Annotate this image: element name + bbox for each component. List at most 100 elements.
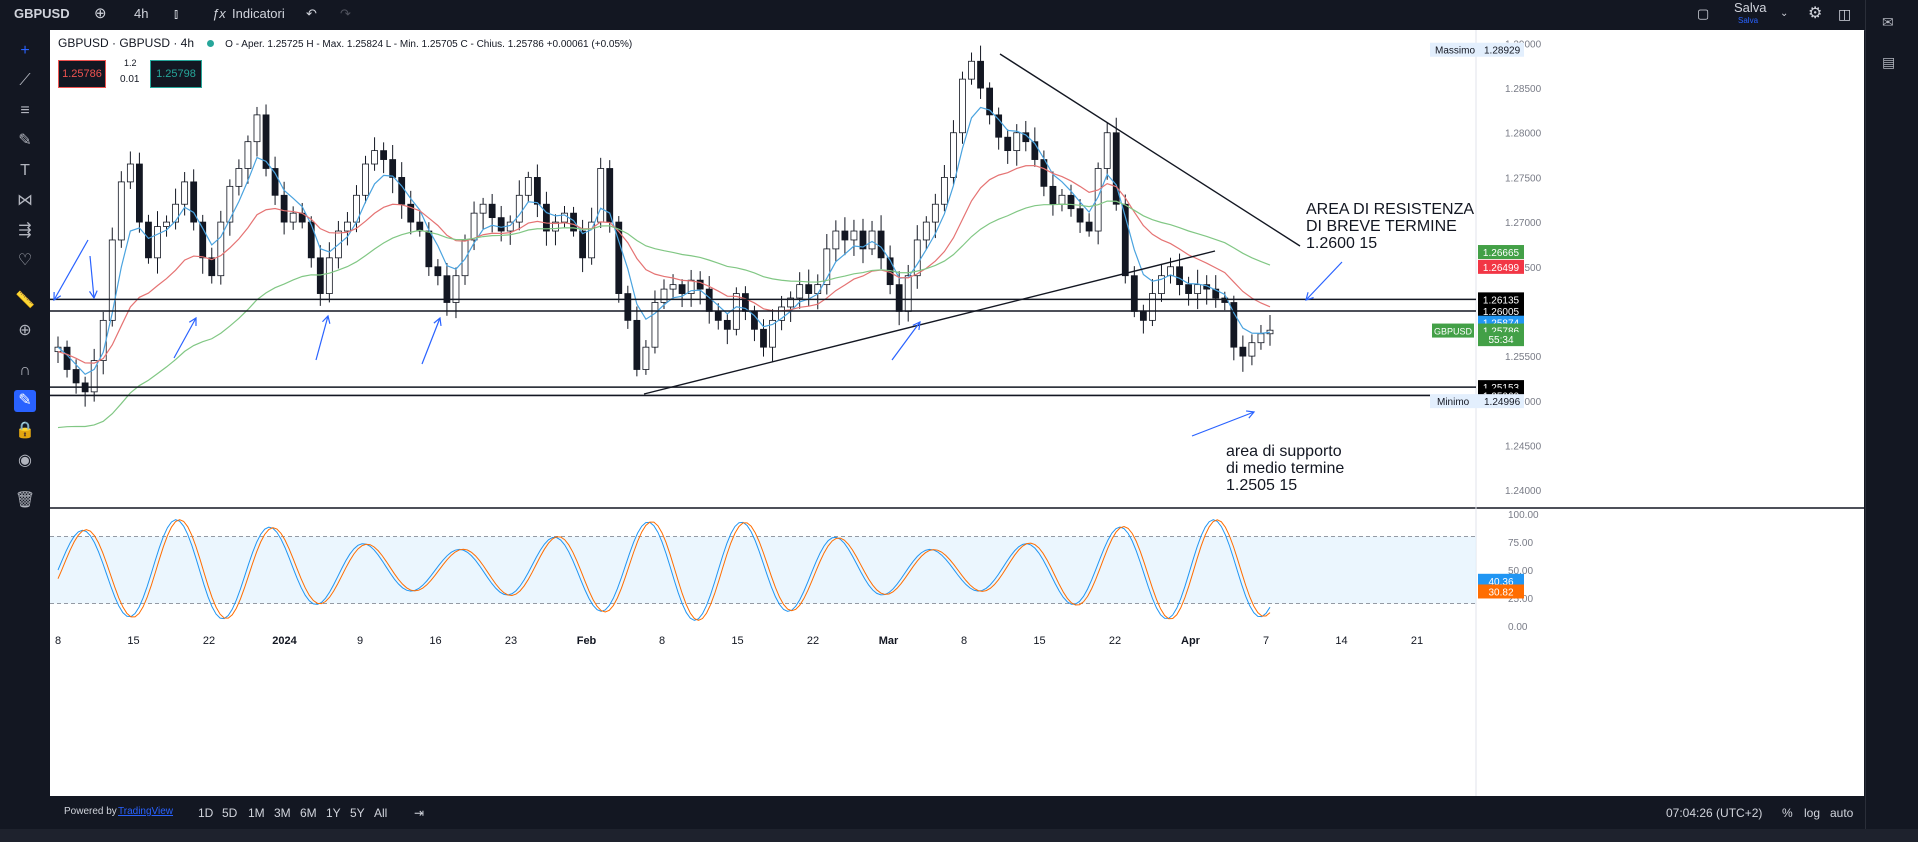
time-tick-label: 22 — [203, 635, 215, 647]
candle-body — [669, 284, 677, 290]
magnet-icon[interactable]: ∩ — [19, 362, 31, 379]
right-widgetbar: ✉ ▤ — [1865, 0, 1918, 842]
candle-body — [850, 230, 858, 241]
candle-body — [452, 275, 460, 303]
arrow-annotation — [315, 315, 329, 361]
candle-body — [959, 78, 966, 134]
range-1d[interactable]: 1D — [198, 806, 214, 820]
trendline-icon[interactable]: ⟋ — [19, 72, 31, 89]
add-symbol-icon[interactable]: ⊕ — [94, 5, 107, 22]
percent-toggle[interactable]: % — [1782, 806, 1793, 820]
time-tick-label: 8 — [961, 635, 967, 647]
range-5y[interactable]: 5Y — [350, 806, 365, 820]
candle-body — [588, 221, 596, 259]
legend-title[interactable]: GBPUSD · GBPUSD · 4h — [58, 36, 195, 50]
osc-value-label: 30.82 — [1488, 587, 1513, 598]
candle-body — [253, 114, 261, 143]
pattern-icon[interactable]: ⋈ — [17, 192, 33, 209]
resistance-annotation-line: DI BREVE TERMINE — [1306, 218, 1457, 235]
trash-icon[interactable]: 🗑 — [14, 492, 36, 509]
ruler-icon[interactable]: 📏 — [15, 292, 35, 309]
save-dropdown-icon[interactable]: ⌄ — [1780, 8, 1789, 19]
candle-body — [1031, 141, 1039, 160]
candle-body — [1266, 329, 1274, 335]
redo-icon[interactable]: ↷ — [340, 6, 351, 21]
time-tick-label: 2024 — [272, 635, 297, 647]
price-axis-label: 1.26499 — [1483, 263, 1520, 274]
arrow-annotation — [53, 239, 89, 301]
candle-body — [226, 185, 234, 223]
bottom-toolbar: Powered by TradingView 1D 5D 1M 3M 6M 1Y… — [50, 799, 1864, 829]
range-3m[interactable]: 3M — [274, 806, 291, 820]
time-tick-label: 14 — [1335, 635, 1347, 647]
arrow-head — [1305, 292, 1314, 301]
candle-body — [895, 284, 903, 312]
symbol-search[interactable]: GBPUSD — [14, 6, 70, 21]
zoom-icon[interactable]: ⊕ — [18, 322, 32, 339]
range-all[interactable]: All — [374, 806, 388, 820]
goto-date-icon[interactable]: ⇥ — [414, 806, 425, 820]
max-label: Massimo — [1435, 46, 1475, 57]
indicators-button[interactable]: Indicatori — [232, 6, 285, 21]
candle-body — [705, 288, 713, 312]
candle-body — [181, 181, 189, 205]
fib-icon[interactable]: ≡ — [20, 102, 30, 119]
candle-body — [154, 226, 161, 259]
price-tick-label: 1.24000 — [1505, 486, 1542, 497]
candle-body — [579, 230, 586, 259]
support-annotation-line: area di supporto — [1226, 443, 1342, 460]
brush-icon[interactable]: ✎ — [18, 132, 32, 149]
tradingview-link[interactable]: TradingView — [118, 806, 174, 817]
crosshair-icon[interactable]: + — [20, 42, 30, 59]
candle-body — [769, 319, 776, 348]
resistance-annotation-line: 1.2600 15 — [1306, 235, 1377, 252]
layout-icon[interactable]: ▢ — [1697, 6, 1710, 21]
arrow-head — [322, 314, 331, 324]
settings-icon[interactable]: ⚙ — [1808, 5, 1823, 22]
undo-icon[interactable]: ↶ — [306, 6, 317, 21]
log-toggle[interactable]: log — [1804, 806, 1821, 820]
ascending-trendline — [643, 250, 1216, 395]
candle-body — [425, 230, 433, 268]
ask-box[interactable]: 1.25798 — [150, 60, 202, 88]
mail-icon[interactable]: ✉ — [1882, 14, 1894, 30]
range-1y[interactable]: 1Y — [326, 806, 341, 820]
candle-body — [823, 248, 831, 286]
candle-body — [1212, 288, 1220, 299]
price-axis-label-bg — [1478, 303, 1524, 318]
text-icon[interactable]: T — [20, 162, 30, 179]
candle-body — [145, 221, 152, 259]
watchlist-icon[interactable]: ▤ — [1882, 54, 1896, 70]
osc-value-label: 40.36 — [1488, 577, 1513, 588]
chart-area[interactable]: AREA DI RESISTENZA DI BREVE TERMINE 1.2600… — [50, 30, 1864, 796]
clock[interactable]: 07:04:26 (UTC+2) — [1666, 806, 1763, 820]
lock-drawing-icon[interactable]: ✎ — [14, 390, 36, 412]
camera-icon[interactable]: ◫ — [1838, 6, 1852, 22]
candle-body — [244, 141, 252, 169]
osc-tick-label: 75.00 — [1508, 538, 1533, 549]
candle-body — [136, 163, 143, 223]
candle-body — [1257, 333, 1265, 344]
candle-body — [217, 221, 225, 277]
bid-box[interactable]: 1.25786 — [58, 60, 106, 88]
symbol-tag-bg — [1432, 323, 1474, 338]
price-tick-label: 1.28500 — [1505, 84, 1542, 95]
candle-body — [163, 221, 170, 227]
range-5d[interactable]: 5D — [222, 806, 238, 820]
favorites-icon[interactable]: ♡ — [17, 252, 33, 269]
indicators-icon[interactable]: ƒx — [212, 6, 226, 21]
chart-type-icon[interactable]: ⫾ — [174, 6, 179, 21]
candle-body — [714, 311, 722, 321]
range-1m[interactable]: 1M — [248, 806, 265, 820]
lock-icon[interactable]: 🔒 — [15, 422, 35, 439]
save-button[interactable]: Salva — [1734, 0, 1767, 15]
eye-icon[interactable]: ◉ — [18, 452, 32, 469]
interval-button[interactable]: 4h — [134, 6, 149, 21]
candle-body — [117, 181, 125, 241]
auto-toggle[interactable]: auto — [1830, 806, 1854, 820]
save-sublabel: Salva — [1738, 16, 1759, 25]
prediction-icon[interactable]: ⇶ — [18, 222, 32, 239]
range-6m[interactable]: 6M — [300, 806, 317, 820]
arrow-annotation — [173, 317, 197, 359]
